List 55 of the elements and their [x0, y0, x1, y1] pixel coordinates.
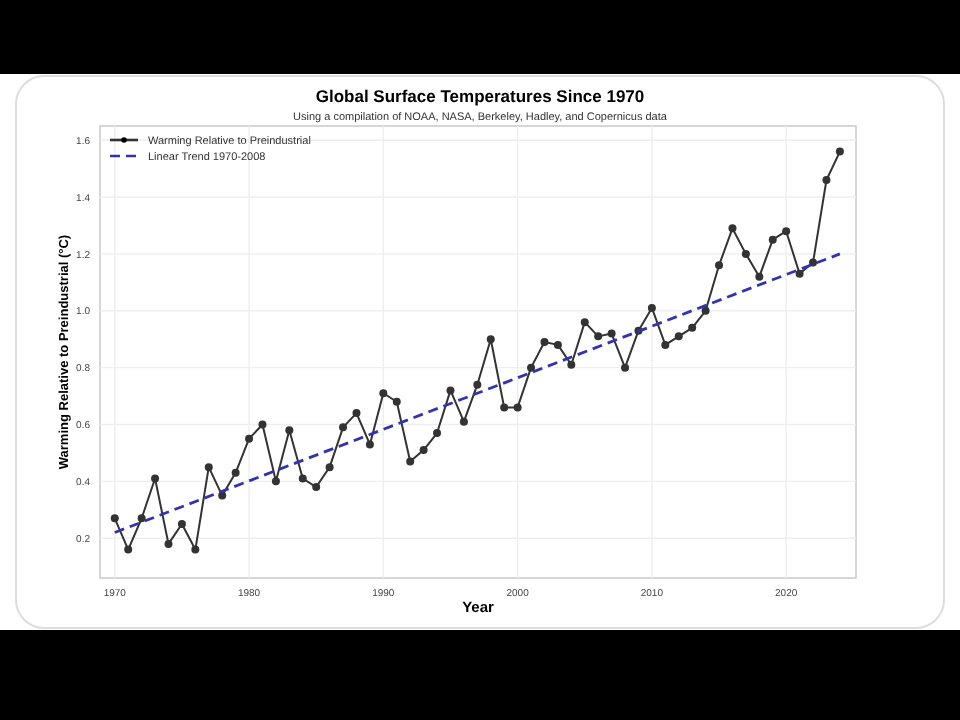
point [379, 389, 388, 398]
point [500, 403, 509, 412]
point [607, 329, 616, 338]
point [473, 380, 482, 389]
point [245, 434, 254, 443]
point [621, 363, 630, 372]
point [137, 514, 146, 523]
point [258, 420, 267, 429]
point [231, 468, 240, 477]
point [271, 477, 280, 486]
point [191, 545, 200, 554]
point [446, 386, 455, 395]
point [433, 429, 442, 438]
point [164, 539, 173, 548]
point [580, 318, 589, 327]
point [352, 409, 361, 418]
point [822, 176, 831, 185]
chart-title: Global Surface Temperatures Since 1970 [315, 86, 645, 106]
point [688, 323, 697, 332]
point [728, 224, 737, 233]
point [540, 338, 549, 347]
point [795, 269, 804, 278]
point [339, 423, 348, 432]
point [553, 340, 562, 349]
point [392, 397, 401, 406]
point [177, 519, 186, 528]
point [406, 457, 415, 466]
point [647, 303, 656, 312]
point [513, 403, 522, 412]
point [527, 363, 536, 372]
point [325, 463, 334, 472]
point [312, 483, 321, 492]
point [715, 261, 724, 270]
point [674, 332, 683, 341]
point [110, 514, 119, 523]
point [809, 258, 818, 267]
point [419, 446, 428, 455]
point [835, 147, 844, 156]
point [782, 227, 791, 236]
point [204, 463, 213, 472]
point [755, 272, 764, 281]
point [459, 417, 468, 426]
point [298, 474, 307, 483]
point [124, 545, 133, 554]
point [218, 491, 227, 500]
point [768, 235, 777, 244]
point [151, 474, 160, 483]
point [486, 335, 495, 344]
point [365, 440, 374, 449]
point [594, 332, 603, 341]
point [741, 249, 750, 258]
point [661, 340, 670, 349]
point [567, 360, 576, 369]
point [285, 426, 294, 435]
point [701, 306, 710, 315]
